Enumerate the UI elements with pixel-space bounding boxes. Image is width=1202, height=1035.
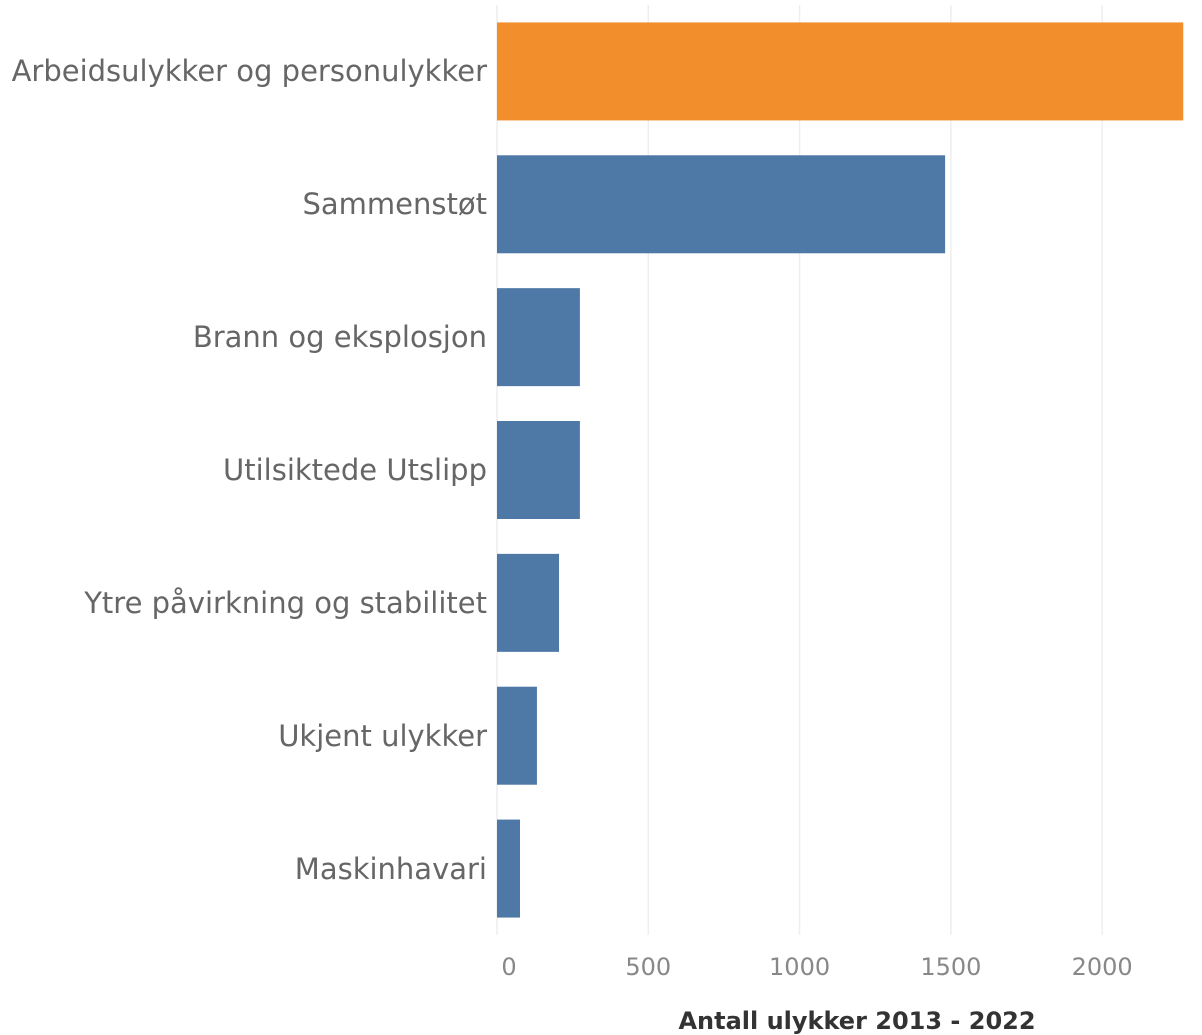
- bar: [497, 288, 580, 387]
- category-label: Brann og eksplosjon: [192, 320, 487, 355]
- category-label: Arbeidsulykker og personulykker: [11, 54, 487, 89]
- x-tick-label: 1500: [920, 953, 981, 981]
- bar: [497, 686, 537, 785]
- bar: [497, 819, 520, 918]
- category-label: Utilsiktede Utslipp: [223, 453, 487, 487]
- bar: [497, 553, 560, 652]
- bar: [497, 421, 580, 519]
- x-tick-label: 1000: [769, 953, 830, 981]
- bar: [497, 155, 946, 254]
- category-label: Ukjent ulykker: [278, 718, 487, 753]
- category-label: Maskinhavari: [294, 851, 487, 886]
- x-axis-title: Antall ulykker 2013 - 2022: [678, 1007, 1035, 1035]
- x-tick-label: 0: [501, 953, 516, 981]
- category-label: Ytre påvirkning og stabilitet: [84, 585, 487, 620]
- x-tick-label: 2000: [1072, 953, 1133, 981]
- category-label: Sammenstøt: [302, 187, 488, 222]
- x-tick-label: 500: [625, 953, 671, 981]
- bar: [497, 22, 1184, 121]
